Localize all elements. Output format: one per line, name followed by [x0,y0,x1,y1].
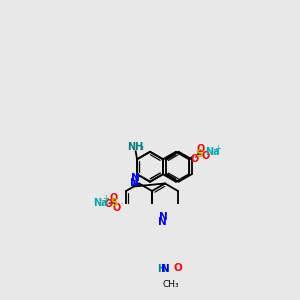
Text: +: + [102,194,109,203]
Text: N: N [158,217,167,227]
Text: S: S [195,149,203,159]
Text: O: O [104,199,112,209]
Text: +: + [214,144,221,153]
Text: N: N [160,264,169,274]
Text: O: O [174,263,182,273]
Text: O: O [191,154,199,164]
Text: N: N [159,212,168,222]
Text: N: N [130,178,139,188]
Text: S: S [110,197,118,208]
Text: Na: Na [93,197,108,208]
Text: Na: Na [205,148,219,158]
Text: O: O [201,151,209,161]
Text: ₂: ₂ [140,142,144,152]
Text: H: H [157,264,165,274]
Text: O: O [196,144,205,154]
Text: O: O [112,203,121,213]
Text: O: O [110,193,118,203]
Text: CH₃: CH₃ [163,280,179,290]
Text: NH: NH [128,142,144,152]
Text: N: N [131,172,140,183]
